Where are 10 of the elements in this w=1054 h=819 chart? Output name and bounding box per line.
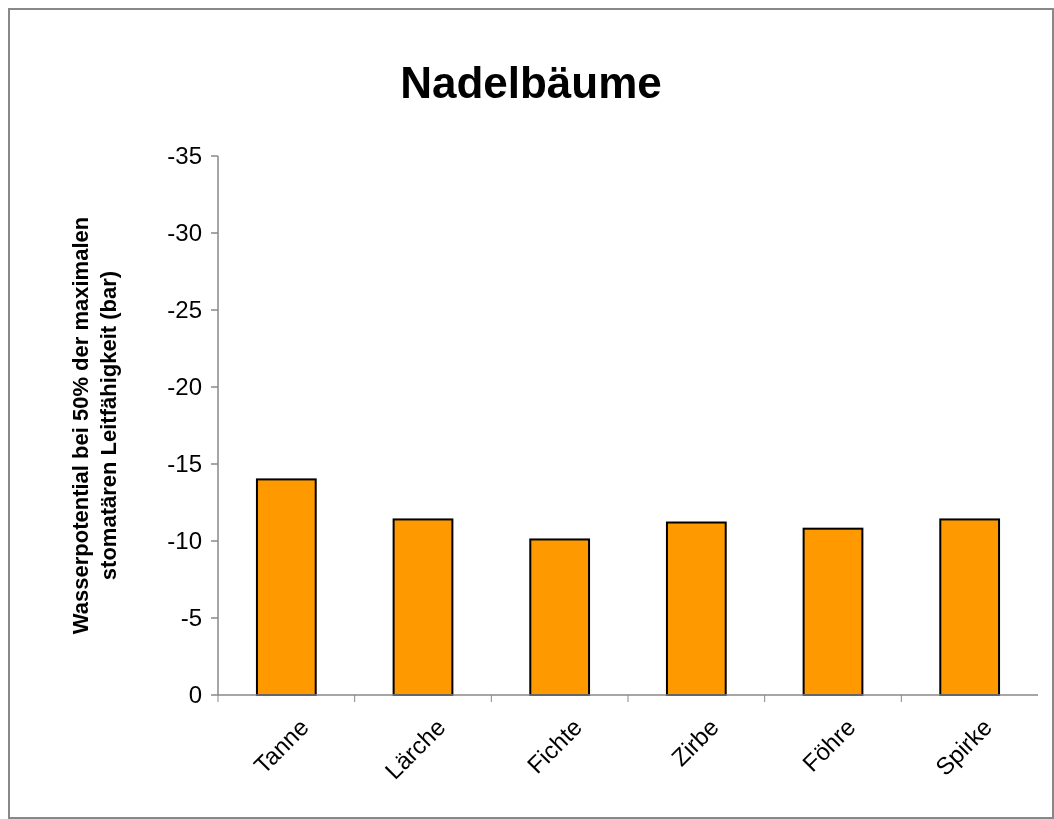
y-tick-label: -10 <box>167 527 202 555</box>
chart-title: Nadelbäume <box>400 58 662 107</box>
y-tick-label: -20 <box>167 373 202 401</box>
y-tick-label: 0 <box>188 681 202 709</box>
y-tick-label: -15 <box>167 450 202 478</box>
y-tick-label: -30 <box>167 219 202 247</box>
y-tick-label: -35 <box>167 142 202 170</box>
y-tick-label: -25 <box>167 296 202 324</box>
y-axis-title: Wasserpotential bei 50% der maximalen stomatären Leitfähigkeit (bar) <box>68 216 121 635</box>
y-tick-label: -5 <box>180 604 202 632</box>
